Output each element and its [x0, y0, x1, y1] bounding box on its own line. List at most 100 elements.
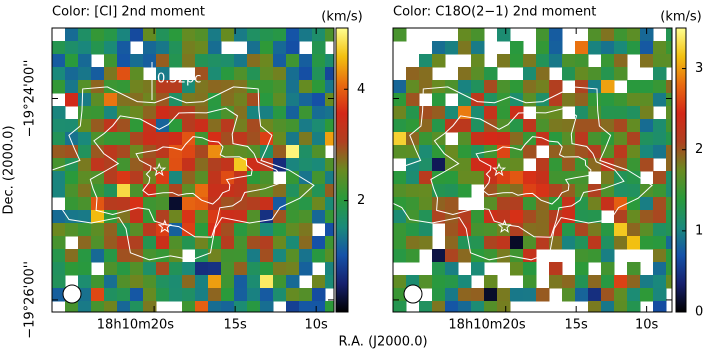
pixel	[117, 119, 131, 133]
pixel	[471, 41, 485, 55]
pixel	[104, 28, 118, 42]
pixel	[640, 119, 654, 133]
pixel	[484, 301, 498, 312]
pixel	[299, 171, 313, 185]
pixel	[221, 223, 235, 237]
pixel	[286, 28, 300, 42]
pixel	[445, 275, 459, 289]
pixel	[91, 171, 105, 185]
pixel	[221, 106, 235, 120]
pixel	[549, 197, 563, 211]
pixel	[182, 158, 196, 172]
pixel	[614, 67, 628, 81]
pixel	[510, 41, 524, 55]
pixel	[65, 132, 79, 146]
pixel	[666, 145, 672, 159]
pixel	[653, 54, 667, 68]
pixel	[169, 275, 183, 289]
pixel	[234, 236, 248, 250]
pixel	[104, 223, 118, 237]
pixel	[393, 184, 407, 198]
pixel	[260, 41, 274, 55]
pixel	[627, 171, 641, 185]
pixel	[445, 197, 459, 211]
pixel	[653, 67, 667, 81]
pixel	[627, 93, 641, 107]
pixel	[458, 145, 472, 159]
pixel	[653, 223, 667, 237]
pixel	[601, 106, 615, 120]
pixel	[588, 145, 602, 159]
pixel	[130, 67, 144, 81]
pixel	[419, 106, 433, 120]
pixel	[143, 197, 157, 211]
pixel	[312, 119, 326, 133]
pixel	[458, 223, 472, 237]
pixel	[627, 158, 641, 172]
pixel	[325, 210, 334, 224]
pixel	[406, 145, 420, 159]
pixel	[666, 249, 672, 263]
pixel	[510, 119, 524, 133]
pixel	[614, 210, 628, 224]
pixel	[91, 67, 105, 81]
pixel	[640, 288, 654, 302]
pixel	[575, 119, 589, 133]
pixel	[393, 80, 407, 94]
pixel	[169, 171, 183, 185]
pixel	[273, 288, 287, 302]
pixel	[130, 106, 144, 120]
pixel	[78, 106, 92, 120]
pixel	[458, 132, 472, 146]
pixel	[247, 236, 261, 250]
pixel	[208, 197, 222, 211]
pixel	[432, 54, 446, 68]
pixel	[549, 184, 563, 198]
pixel	[195, 288, 209, 302]
pixel	[156, 145, 170, 159]
pixel	[484, 80, 498, 94]
pixel	[458, 28, 472, 42]
pixel	[445, 288, 459, 302]
pixel	[497, 288, 511, 302]
pixel	[143, 119, 157, 133]
pixel	[273, 41, 287, 55]
pixel	[393, 210, 407, 224]
pixel	[182, 145, 196, 159]
pixel	[458, 184, 472, 198]
pixel	[104, 275, 118, 289]
pixel	[406, 223, 420, 237]
pixel	[588, 249, 602, 263]
pixel	[614, 236, 628, 250]
x-tick-label: 18h10m20s	[448, 318, 526, 333]
pixel	[627, 197, 641, 211]
pixel	[182, 223, 196, 237]
pixel	[601, 223, 615, 237]
pixel	[221, 288, 235, 302]
pixel	[588, 210, 602, 224]
pixel	[65, 119, 79, 133]
pixel	[627, 28, 641, 42]
pixel	[247, 158, 261, 172]
pixel	[653, 249, 667, 263]
pixel	[510, 236, 524, 250]
pixel	[117, 145, 131, 159]
pixel	[143, 80, 157, 94]
pixel	[536, 210, 550, 224]
pixel	[234, 262, 248, 276]
pixel	[195, 80, 209, 94]
pixel	[588, 41, 602, 55]
pixel	[536, 67, 550, 81]
pixel	[260, 106, 274, 120]
pixel	[78, 93, 92, 107]
pixel	[666, 93, 672, 107]
pixel	[536, 41, 550, 55]
pixel	[143, 28, 157, 42]
pixel	[91, 80, 105, 94]
pixel	[143, 249, 157, 263]
pixel	[234, 184, 248, 198]
pixel	[299, 132, 313, 146]
pixel	[130, 249, 144, 263]
pixel	[143, 210, 157, 224]
pixel	[588, 288, 602, 302]
